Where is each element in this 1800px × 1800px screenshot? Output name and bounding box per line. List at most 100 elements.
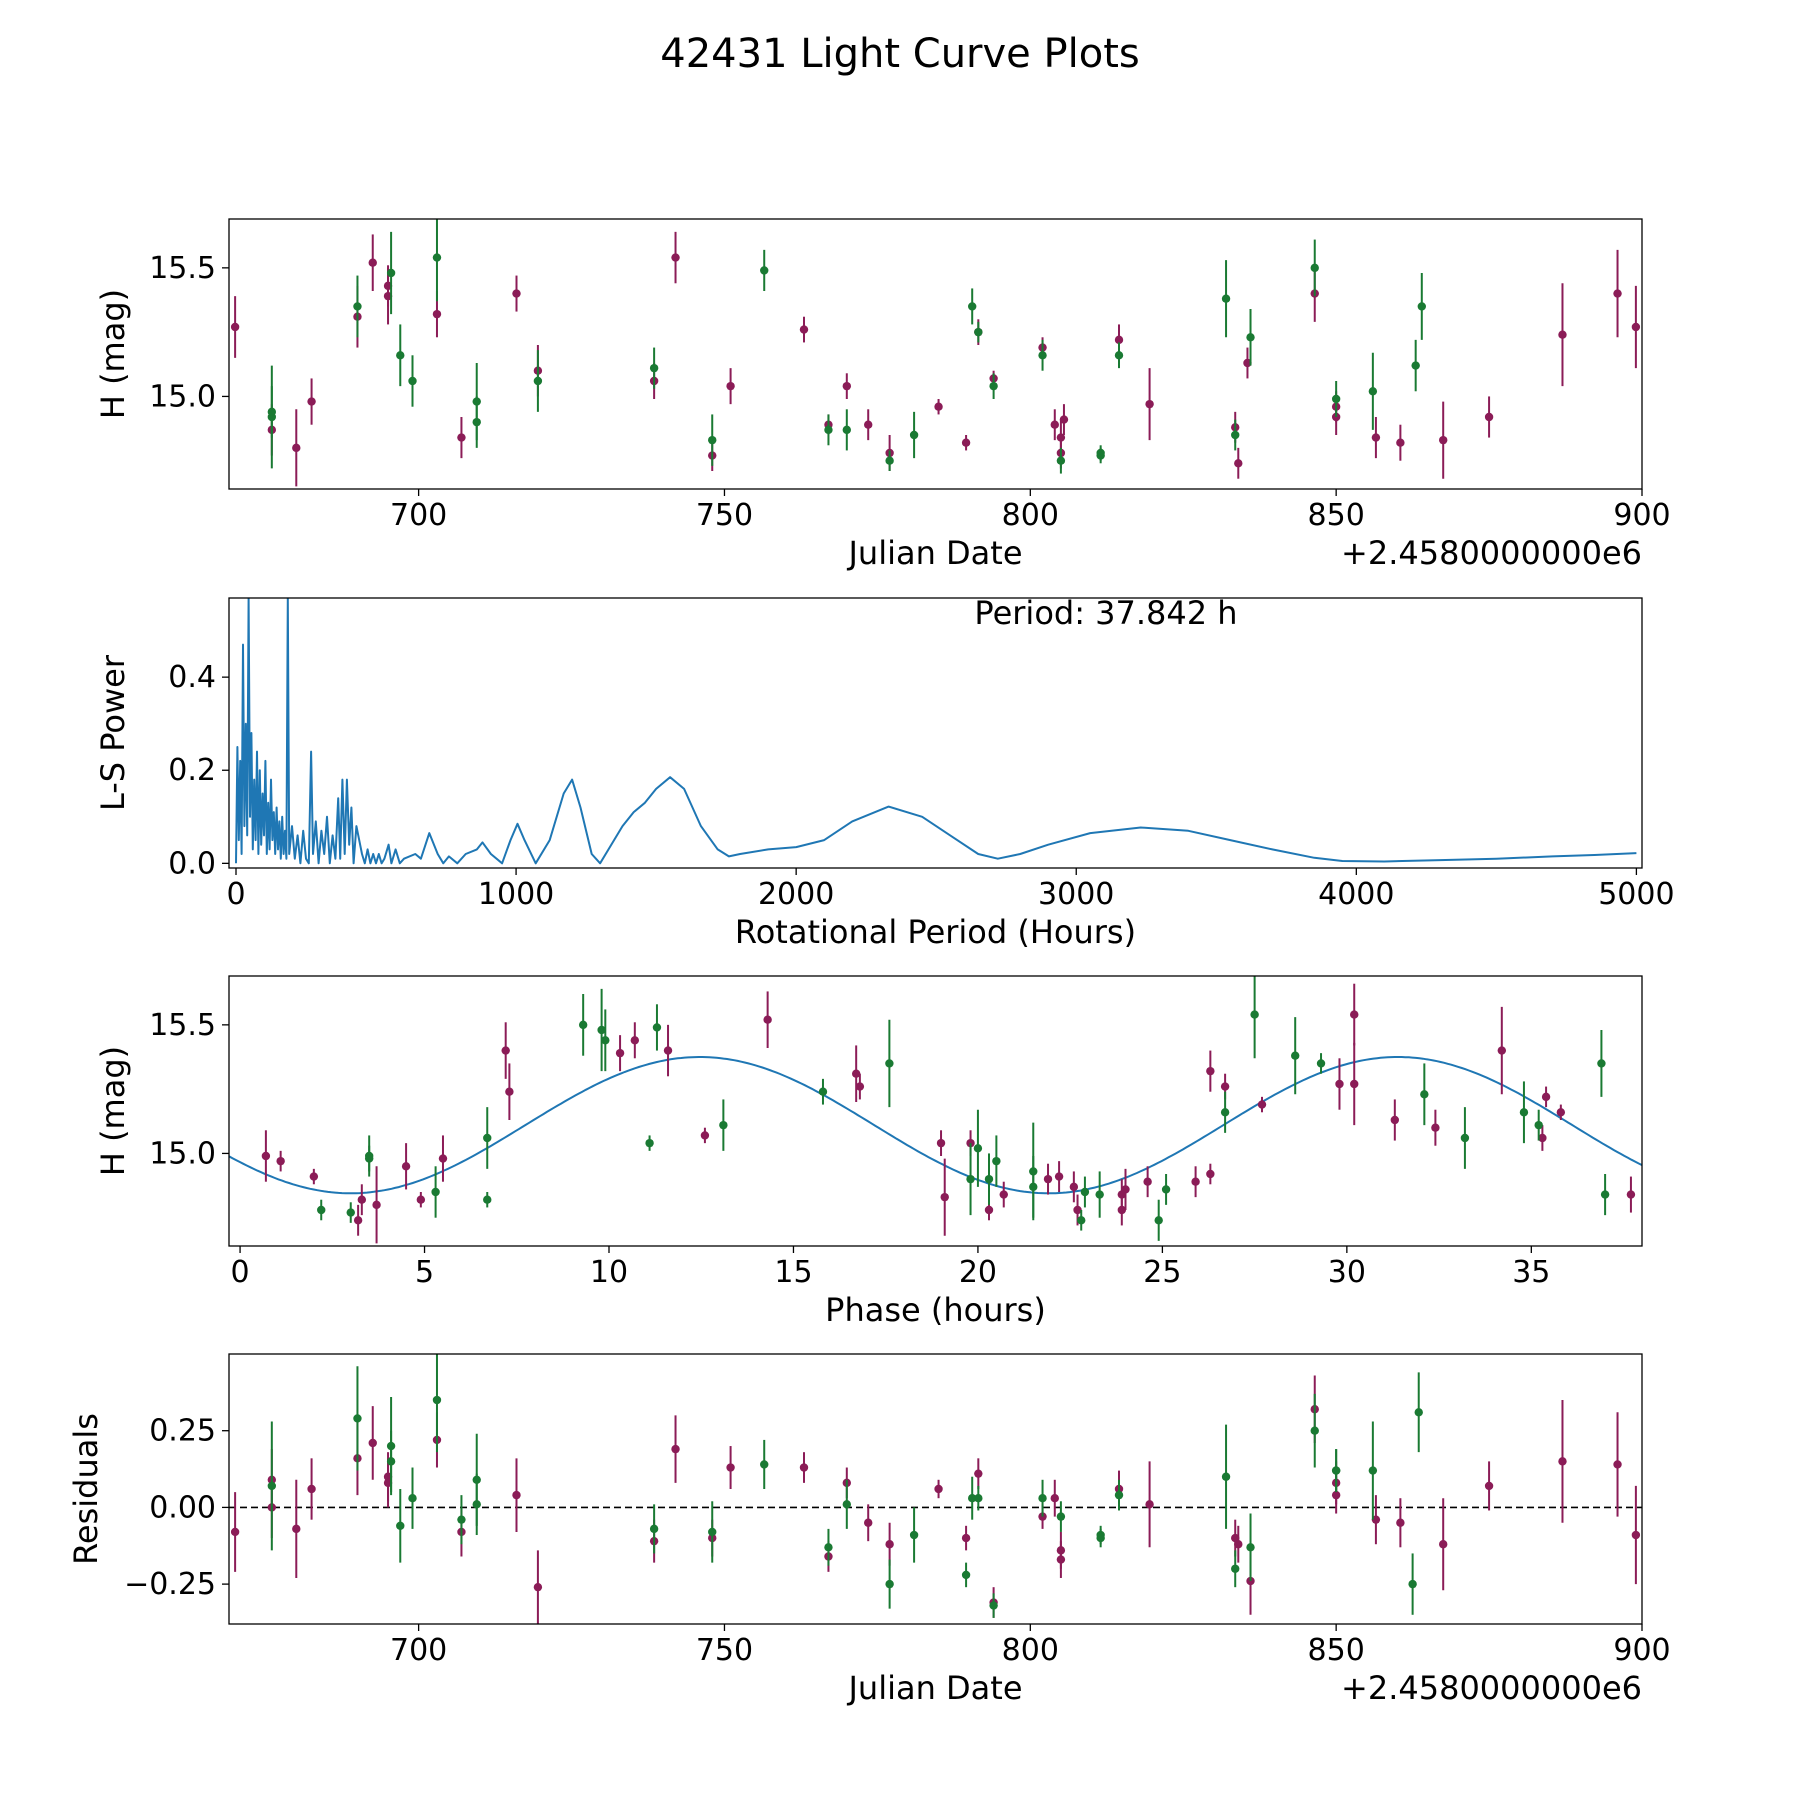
marker <box>578 1020 588 1030</box>
marker <box>999 1190 1008 1199</box>
marker <box>934 402 943 411</box>
marker <box>968 1494 977 1503</box>
marker <box>992 1156 1001 1166</box>
green-data-point <box>708 414 717 466</box>
y-tick-label: 0.0 <box>168 846 216 881</box>
marker <box>501 1046 510 1055</box>
x-tick-label: 0 <box>231 1255 250 1290</box>
x-tick-label: 5000 <box>1598 877 1674 912</box>
green-data-point <box>432 219 442 302</box>
purple-data-point <box>615 1035 625 1072</box>
marker <box>630 1036 640 1045</box>
y-axis-label: H (mag) <box>94 1046 132 1176</box>
panel-light-curve-vs-date: 700 750 800 850 900 15.0 15.5 Julian Date H (mag… <box>94 218 1671 572</box>
purple-data-point <box>1257 1096 1267 1113</box>
purple-data-point <box>799 1452 809 1483</box>
green-data-point <box>578 994 588 1056</box>
purple-data-point <box>1556 1104 1566 1120</box>
marker <box>1497 1046 1507 1055</box>
green-data-point <box>1056 447 1066 474</box>
y-tick-label: 0.25 <box>149 1414 216 1449</box>
marker <box>230 322 240 332</box>
marker <box>663 1046 673 1055</box>
purple-data-point <box>512 1458 521 1532</box>
marker <box>726 381 735 391</box>
purple-data-point <box>438 1135 448 1182</box>
marker <box>1206 1169 1215 1179</box>
marker <box>483 1195 492 1204</box>
marker <box>966 1174 975 1184</box>
green-data-point <box>968 288 977 325</box>
marker <box>292 1524 301 1534</box>
green-data-point <box>1408 1553 1417 1615</box>
green-data-point <box>909 411 919 459</box>
green-data-point <box>1095 1171 1104 1218</box>
marker <box>512 289 521 298</box>
purple-data-point <box>1350 1042 1359 1126</box>
marker <box>763 1015 772 1024</box>
marker <box>1390 1115 1400 1125</box>
marker <box>1073 1205 1082 1215</box>
y-tick-label: 15.5 <box>149 251 216 286</box>
marker <box>1117 1205 1127 1215</box>
marker <box>1431 1123 1440 1132</box>
marker <box>1114 1490 1124 1500</box>
green-data-point <box>1096 445 1105 461</box>
panel-residuals: 700 750 800 850 900 −0.25 0.00 0.25 Julian Date R… <box>67 1353 1671 1707</box>
purple-data-point <box>671 1415 680 1483</box>
marker <box>671 253 680 262</box>
x-tick-label: 900 <box>1613 1633 1670 1668</box>
purple-data-point <box>1613 249 1622 338</box>
marker <box>1145 1500 1154 1509</box>
purple-data-point <box>1626 1176 1636 1213</box>
marker <box>885 1540 894 1549</box>
y-axis-label: Residuals <box>67 1413 105 1565</box>
x-axis-label: Rotational Period (Hours) <box>735 913 1136 951</box>
marker <box>1519 1108 1529 1117</box>
y-tick-label: 15.0 <box>149 379 216 414</box>
marker <box>1257 1100 1267 1109</box>
purple-data-point <box>1558 283 1567 387</box>
purple-data-point <box>1371 417 1381 459</box>
marker <box>1145 399 1154 409</box>
green-data-point <box>408 1467 417 1529</box>
marker <box>1050 1494 1059 1503</box>
marker <box>1538 1133 1547 1143</box>
purple-data-point <box>1538 1125 1547 1151</box>
purple-data-point <box>1206 1050 1215 1092</box>
marker <box>1408 1579 1417 1589</box>
green-data-point <box>1114 1479 1124 1511</box>
purple-data-point <box>885 1522 894 1566</box>
marker <box>472 397 481 406</box>
marker <box>1096 448 1105 458</box>
axes-frame <box>228 975 1643 1247</box>
purple-data-point <box>368 1406 377 1480</box>
x-tick-label: 750 <box>696 498 753 533</box>
green-data-point <box>974 1485 983 1511</box>
marker <box>984 1205 994 1215</box>
purple-data-point <box>1069 1171 1079 1203</box>
marker <box>1056 1512 1066 1521</box>
green-data-point <box>968 1476 977 1520</box>
green-data-point <box>1246 309 1255 366</box>
marker <box>1484 1481 1494 1491</box>
purple-data-point <box>261 1130 271 1182</box>
marker <box>408 1494 417 1503</box>
marker <box>1161 1185 1171 1194</box>
purple-data-point <box>864 409 873 441</box>
marker <box>671 1444 680 1454</box>
marker <box>431 1187 440 1197</box>
purple-data-point <box>353 1204 363 1236</box>
marker <box>292 443 301 453</box>
marker <box>1038 1512 1047 1521</box>
marker <box>1556 1108 1566 1117</box>
marker <box>652 1023 662 1032</box>
y-tick-label: 15.5 <box>149 1008 216 1043</box>
purple-data-point <box>1191 1166 1200 1198</box>
green-data-point <box>1600 1174 1610 1216</box>
green-data-point <box>989 1593 998 1618</box>
marker <box>472 1500 481 1509</box>
y-axis-label: L-S Power <box>94 654 132 811</box>
purple-data-point <box>1121 1168 1130 1210</box>
green-data-point <box>989 373 998 399</box>
